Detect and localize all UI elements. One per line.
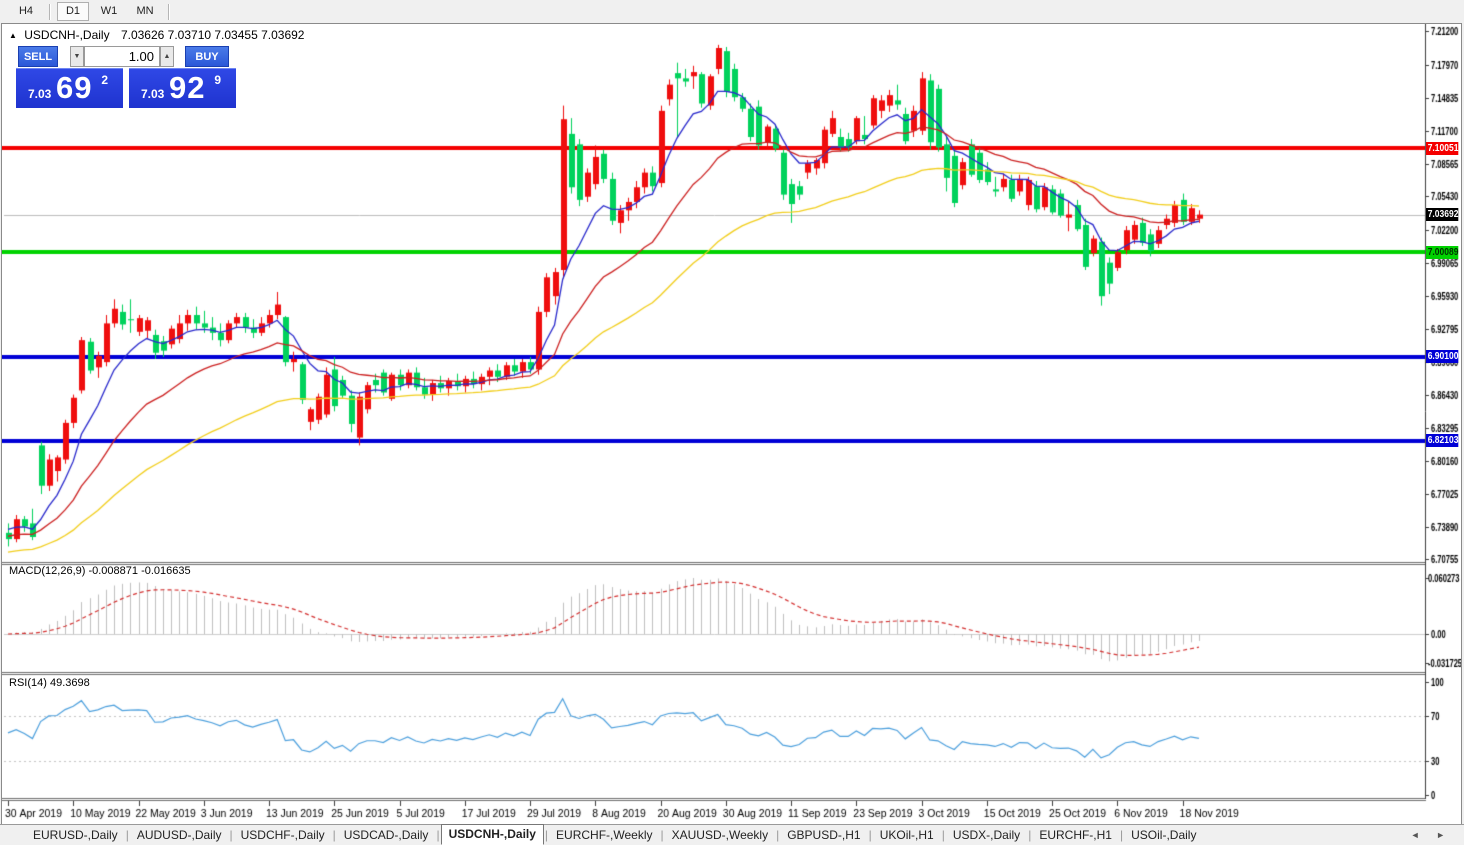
chart-canvas[interactable] [2,24,1461,823]
symbol-tab-eurusddaily[interactable]: EURUSD-,Daily [33,827,118,842]
volume-input[interactable]: 1.00 [84,46,160,67]
sell-price-sup: 2 [101,73,108,87]
toolbar-separator [168,3,169,20]
symbol-tab-eurchfweekly[interactable]: EURCHF-,Weekly [556,827,653,842]
symbol-tab-usdxdaily[interactable]: USDX-,Daily [952,827,1021,842]
buy-price-sup: 9 [214,73,221,87]
symbol-tab-eurchfh1[interactable]: EURCHF-,H1 [1039,827,1112,842]
buy-price-big: 92 [169,70,206,105]
symbol-tabbar: EURUSD-,Daily | AUDUSD-,Daily | USDCHF-,Dail… [0,824,1464,845]
tab-separator: | [1119,828,1124,842]
tab-separator: | [660,828,664,842]
tab-separator: | [941,828,945,842]
tab-separator: | [868,828,872,842]
chart-ohlc-values: 7.03626 7.03710 7.03455 7.03692 [120,28,305,42]
macd-indicator-label: MACD(12,26,9) -0.008871 -0.016635 [9,565,191,577]
tab-separator: | [1028,828,1032,842]
symbol-tab-ukoilh1[interactable]: UKOil-,H1 [879,827,934,842]
tab-separator: | [776,828,780,842]
one-click-trading-widget: SELL ▼ 1.00 ▲ BUY 7.03 69 2 7.03 92 9 [16,46,238,110]
timeframe-button-w1[interactable]: W1 [100,5,118,17]
sell-price-big: 69 [56,70,93,105]
tab-separator: | [544,828,549,842]
hline-price-tag-6.90100: 6.90100 [1426,350,1459,363]
timeframe-button-d1[interactable]: D1 [57,2,89,21]
toolbar-separator [49,3,50,20]
current-price-tag: 7.03692 [1426,208,1459,221]
chart-symbol-label: USDCNH-,Daily [24,28,110,42]
buy-price-prefix: 7.03 [141,87,165,101]
symbol-tab-usdchfdaily[interactable]: USDCHF-,Daily [240,827,325,842]
chart-title: ▲ USDCNH-,Daily 7.03626 7.03710 7.03455 … [9,28,304,42]
tab-separator: | [332,828,336,842]
symbol-tab-usdcaddaily[interactable]: USDCAD-,Daily [343,827,429,842]
tab-separator: | [436,828,440,842]
sell-price-panel[interactable]: 7.03 69 2 [16,68,123,108]
tab-separator: | [229,828,233,842]
hline-price-tag-7.10051: 7.10051 [1426,142,1459,155]
buy-button[interactable]: BUY [185,46,229,67]
chart-window: ▲ USDCNH-,Daily 7.03626 7.03710 7.03455 … [1,23,1462,826]
rsi-indicator-label: RSI(14) 49.3698 [9,677,90,689]
volume-decrease-button[interactable]: ▼ [70,46,84,67]
symbol-tab-xauusdweekly[interactable]: XAUUSD-,Weekly [671,827,769,842]
tab-scroll-arrows[interactable]: ◄ ► [1410,830,1452,840]
symbol-tab-usoildaily[interactable]: USOil-,Daily [1131,827,1197,842]
timeframe-toolbar: H4 D1 W1 MN [0,0,1464,23]
volume-increase-button[interactable]: ▲ [160,46,174,67]
hline-price-tag-7.00089: 7.00089 [1426,246,1459,259]
collapse-triangle-icon[interactable]: ▲ [9,31,17,40]
sell-price-prefix: 7.03 [28,87,52,101]
buy-price-panel[interactable]: 7.03 92 9 [129,68,236,108]
hline-price-tag-6.82103: 6.82103 [1426,434,1459,447]
timeframe-button-mn[interactable]: MN [136,5,154,17]
tab-separator: | [125,828,129,842]
sell-button[interactable]: SELL [18,46,58,67]
symbol-tab-usdcnhdaily[interactable]: USDCNH-,Daily [440,824,544,845]
symbol-tab-gbpusdh1[interactable]: GBPUSD-,H1 [787,827,861,842]
symbol-tab-audusddaily[interactable]: AUDUSD-,Daily [136,827,222,842]
timeframe-button-h4[interactable]: H4 [18,5,34,17]
